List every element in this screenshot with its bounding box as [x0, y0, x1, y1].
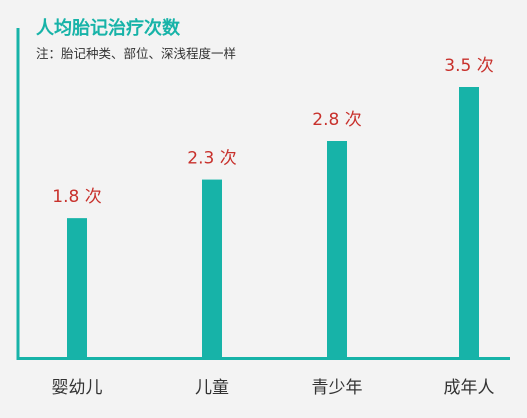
category-label-3: 青少年 [312, 378, 363, 398]
chart-subtitle: 注：胎记种类、部位、深浅程度一样 [36, 46, 236, 61]
category-label-2: 儿童 [195, 378, 229, 398]
value-label-1: 1.8 次 [52, 187, 101, 207]
value-label-3: 2.8 次 [312, 110, 361, 130]
category-label-1: 婴幼儿 [52, 378, 103, 398]
value-labels-group: 1.8 次 2.3 次 2.8 次 3.5 次 [52, 56, 493, 207]
category-label-4: 成年人 [444, 378, 495, 398]
bar-1 [67, 218, 87, 357]
bars-group [67, 87, 479, 357]
bar-4 [459, 87, 479, 357]
value-label-4: 3.5 次 [444, 56, 493, 76]
bar-2 [202, 179, 222, 357]
bar-3 [327, 141, 347, 357]
category-labels-group: 婴幼儿 儿童 青少年 成年人 [52, 378, 495, 398]
value-label-2: 2.3 次 [187, 149, 236, 169]
chart-title: 人均胎记治疗次数 [36, 17, 181, 39]
